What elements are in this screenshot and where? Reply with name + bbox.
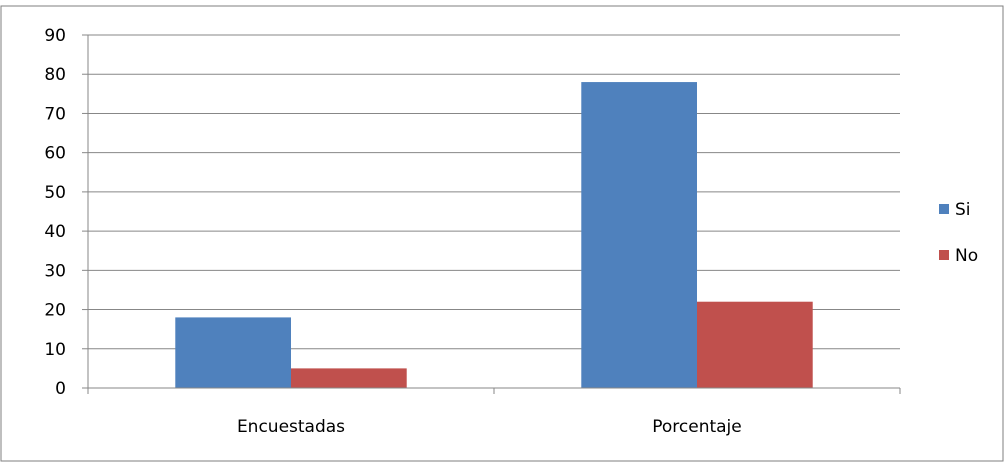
- y-tick-label: 10: [44, 340, 66, 360]
- bars: [175, 82, 813, 389]
- x-category-label: Porcentaje: [652, 417, 742, 437]
- y-axis-ticks: 0 10 20 30 40 50 60 70 80 90: [44, 26, 88, 399]
- legend-label-no: No: [955, 246, 978, 266]
- legend: Si No: [939, 200, 978, 266]
- y-tick-label: 50: [44, 183, 66, 203]
- legend-swatch-no: [939, 250, 949, 260]
- y-tick-label: 80: [44, 65, 66, 85]
- y-tick-label: 40: [44, 222, 66, 242]
- legend-swatch-si: [939, 204, 949, 214]
- bar-no-encuestadas: [291, 368, 407, 388]
- axes: [87, 35, 901, 394]
- y-tick-label: 90: [44, 26, 66, 46]
- y-tick-label: 60: [44, 144, 66, 164]
- bar-si-encuestadas: [175, 317, 291, 388]
- chart-border: [0, 5, 1004, 462]
- x-category-label: Encuestadas: [237, 417, 345, 437]
- y-tick-label: 30: [44, 261, 66, 281]
- y-tick-label: 70: [44, 104, 66, 124]
- legend-label-si: Si: [955, 200, 971, 220]
- bar-no-porcentaje: [697, 301, 813, 388]
- x-axis-categories: Encuestadas Porcentaje: [237, 417, 742, 437]
- bar-si-porcentaje: [581, 82, 697, 389]
- y-tick-label: 20: [44, 301, 66, 321]
- y-tick-label: 0: [55, 379, 66, 399]
